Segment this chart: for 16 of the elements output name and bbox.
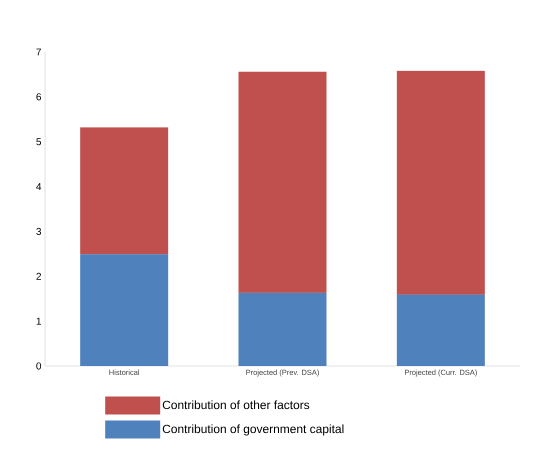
legend-label: Contribution of government capital (162, 424, 344, 436)
bar (396, 294, 485, 366)
y-tick-label: 5 (36, 138, 42, 146)
y-tick-label: 3 (36, 228, 42, 235)
y-tick-label: 6 (36, 93, 42, 100)
bar (238, 292, 327, 366)
bar (80, 127, 168, 254)
y-tick-label: 0 (36, 362, 42, 370)
y-tick-label: 1 (36, 318, 41, 325)
bar (238, 72, 327, 293)
y-tick-label: 4 (36, 183, 42, 190)
y-tick-label: 7 (36, 48, 41, 56)
bar (396, 70, 485, 295)
legend-label: Contribution of other factors (162, 400, 310, 410)
y-tick-label: 2 (36, 272, 41, 280)
bar (80, 254, 168, 366)
